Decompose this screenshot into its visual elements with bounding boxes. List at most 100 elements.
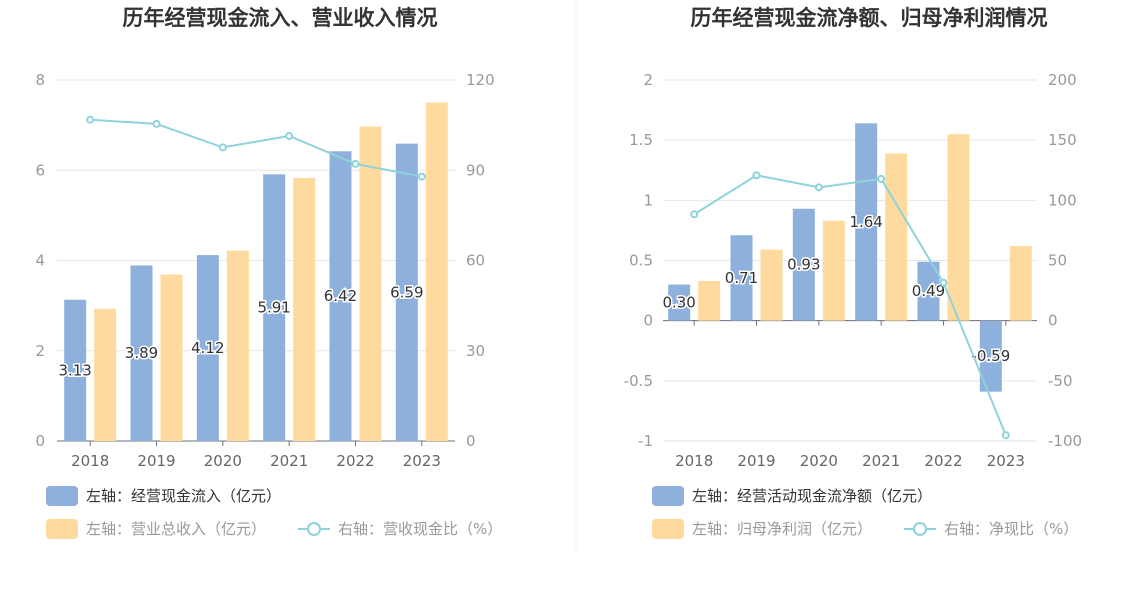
chart-2-legend-label: 左轴：归母净利润（亿元） [692, 520, 872, 538]
chart-2-legend-label: 左轴：经营活动现金流净额（亿元） [692, 487, 932, 505]
chart-2-bar-data-label: 1.64 [849, 213, 882, 231]
chart-1-bar-b [94, 308, 117, 441]
chart-2-left-tick-label: -1 [638, 432, 653, 450]
chart-2-right-tick-label: 150 [1048, 131, 1077, 149]
chart-2-bar-b [760, 249, 783, 321]
chart-1-bar-b [425, 102, 448, 441]
chart-1-bar-data-label: 4.12 [191, 339, 224, 357]
chart-1-bar-b [359, 126, 382, 441]
chart-1-left-tick-label: 4 [35, 252, 45, 270]
chart-1-right-tick-label: 120 [466, 71, 495, 89]
chart-1-bar-b [226, 250, 249, 441]
chart-2-bar-data-label: 0.93 [787, 256, 820, 274]
chart-2-bar-b [885, 153, 908, 321]
chart-1-left-tick-label: 8 [35, 71, 45, 89]
chart-2-right-tick-label: -50 [1048, 372, 1073, 390]
chart-2-bar-b [698, 280, 721, 321]
chart-1-right-tick-label: 90 [466, 161, 485, 179]
chart-2-right-tick-label: -100 [1048, 432, 1082, 450]
chart-1-bar-data-label: 6.59 [390, 283, 423, 301]
chart-2-left-tick-label: 0 [643, 312, 653, 330]
chart-2-line-series [693, 174, 1007, 436]
chart-1-legend-swatch [46, 519, 78, 539]
chart-2-bar-data-label: 0.71 [725, 269, 758, 287]
chart-1-legend-marker [307, 522, 321, 536]
chart-1-line-point [152, 119, 161, 128]
chart-1-line-point [351, 159, 360, 168]
chart-2-bar-data-label: -0.59 [971, 347, 1010, 365]
chart-2-right-tick-label: 200 [1048, 71, 1077, 89]
chart-2-legend-marker [913, 522, 927, 536]
chart-2-bar-a [730, 235, 753, 321]
chart-2-bar-a [668, 284, 691, 321]
chart-2-bar-b [1009, 246, 1032, 321]
chart-1-x-tick-label: 2019 [137, 452, 175, 470]
chart-1-bar-data-label: 3.89 [125, 344, 158, 362]
chart-1-bar-a [130, 265, 153, 441]
chart-2-line-point [1001, 431, 1010, 440]
chart-2-left-tick-label: 1.5 [629, 131, 653, 149]
chart-1-legend-swatch [46, 486, 78, 506]
chart-1-line-point [285, 131, 294, 140]
chart-2-left-tick-label: 0.5 [629, 252, 653, 270]
chart-1-legend-label: 左轴：经营现金流入（亿元） [86, 487, 281, 505]
chart-2-line-point [877, 174, 886, 183]
chart-1-legend-label: 右轴：营收现金比（%） [338, 520, 502, 538]
chart-1-title: 历年经营现金流入、营业收入情况 [123, 6, 438, 30]
chart-2-x-tick-label: 2020 [800, 452, 838, 470]
chart-2-bar-data-label: 0.30 [662, 294, 695, 312]
chart-2-x-tick-label: 2022 [924, 452, 962, 470]
chart-1-left-tick-label: 0 [35, 432, 45, 450]
chart-2-bar-a [855, 123, 878, 321]
chart-1-bar-b [160, 274, 183, 441]
chart-2-left-tick-label: 2 [643, 71, 653, 89]
chart-1-right-tick-label: 0 [466, 432, 476, 450]
chart-2-bar-a [917, 261, 940, 321]
chart-1-x-tick-label: 2018 [71, 452, 109, 470]
chart-1-bar-a [263, 174, 286, 441]
chart-2-bar-a [979, 320, 1002, 392]
chart-1-x-tick-label: 2020 [204, 452, 242, 470]
chart-2-right-tick-label: 0 [1048, 312, 1058, 330]
chart-1-bar-a [196, 255, 219, 441]
chart-2-line-point [939, 278, 948, 287]
chart-1-bar-a [395, 143, 418, 441]
chart-2-x-tick-label: 2021 [862, 452, 900, 470]
chart-1-left-tick-label: 2 [35, 342, 45, 360]
chart-2-left-tick-label: -0.5 [624, 372, 653, 390]
chart-2-bar-a [792, 208, 815, 321]
chart-2-right-tick-label: 50 [1048, 252, 1067, 270]
chart-2-line-point [814, 183, 823, 192]
chart-1-bar-b [293, 177, 316, 441]
chart-1-bar-data-label: 3.13 [58, 361, 91, 379]
chart-2-line-point [690, 210, 699, 219]
chart-2-line-point [752, 171, 761, 180]
chart-1-x-tick-label: 2023 [403, 452, 441, 470]
chart-2-title: 历年经营现金流净额、归母净利润情况 [691, 6, 1048, 30]
chart-1-left-tick-label: 6 [35, 161, 45, 179]
chart-1-line-point [86, 115, 95, 124]
chart-1-line-series [90, 118, 423, 178]
chart-1-line-point [417, 172, 426, 181]
chart-2-legend-swatch [652, 519, 684, 539]
chart-2-right-tick-label: 100 [1048, 191, 1077, 209]
chart-1-line-point [218, 143, 227, 152]
chart-2-bar-b [822, 220, 845, 321]
chart-1-legend-label: 左轴：营业总收入（亿元） [86, 520, 266, 538]
chart-1-right-tick-label: 60 [466, 252, 485, 270]
chart-2-legend-swatch [652, 486, 684, 506]
chart-2-x-tick-label: 2018 [675, 452, 713, 470]
chart-1-bar-a [64, 299, 87, 441]
chart-2-x-tick-label: 2019 [737, 452, 775, 470]
chart-1-bar-a [329, 151, 352, 442]
chart-1-bar-data-label: 5.91 [257, 299, 290, 317]
chart-1-right-tick-label: 30 [466, 342, 485, 360]
chart-2-x-tick-label: 2023 [987, 452, 1025, 470]
chart-2-left-tick-label: 1 [643, 191, 653, 209]
chart-1-x-tick-label: 2021 [270, 452, 308, 470]
chart-2-bar-data-label: 0.49 [912, 282, 945, 300]
chart-2-bar-b [947, 134, 970, 321]
chart-1-x-tick-label: 2022 [336, 452, 374, 470]
